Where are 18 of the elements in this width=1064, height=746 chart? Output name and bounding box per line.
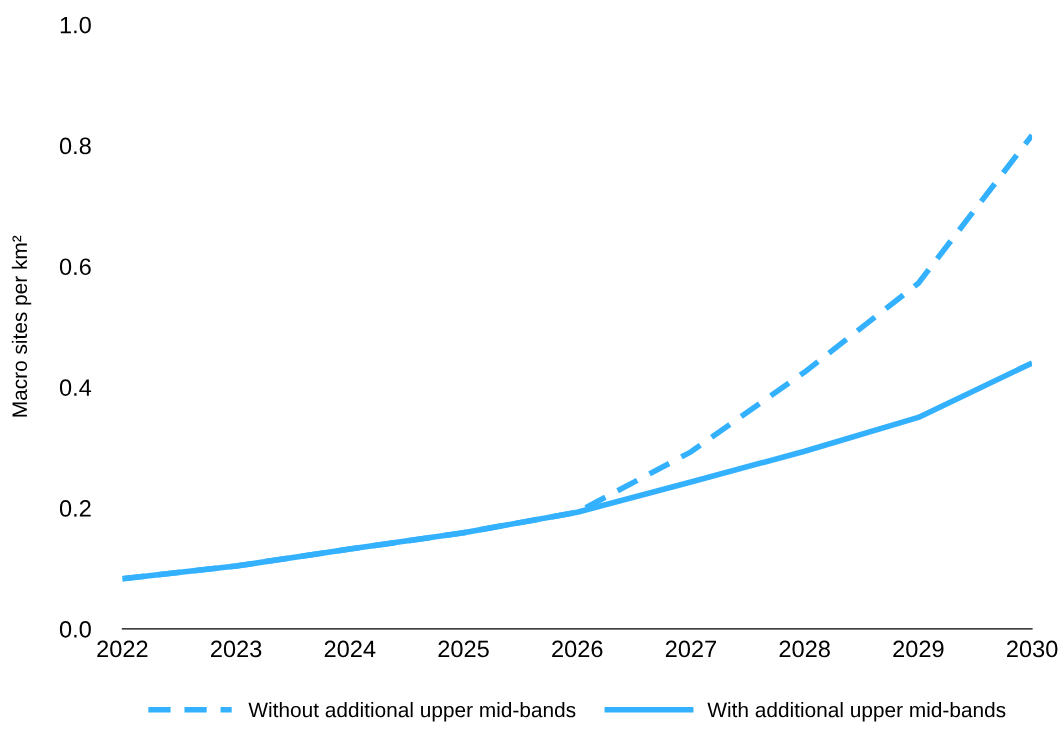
x-tick-label: 2028 [779, 640, 830, 658]
y-axis-title: Macro sites per km² [11, 235, 32, 417]
y-tick-label: 0.6 [59, 258, 91, 276]
x-tick-label: 2027 [665, 640, 717, 658]
legend-label: Without additional upper mid-bands [248, 702, 576, 722]
y-tick-label: 0.2 [59, 500, 91, 517]
x-tick-label: 2023 [211, 640, 262, 658]
y-tick-label: 0.4 [59, 379, 92, 396]
y-tick-label: 0.0 [59, 620, 91, 638]
x-tick-label: 2030 [1007, 640, 1058, 658]
legend-label: With additional upper mid-bands [707, 702, 1006, 722]
y-tick-label: 0.8 [59, 137, 91, 155]
x-tick-label: 2022 [97, 640, 148, 658]
y-tick-label: 1.0 [60, 16, 91, 34]
x-tick-label: 2026 [552, 640, 603, 658]
x-tick-label: 2029 [893, 640, 944, 658]
x-tick-label: 2025 [438, 640, 489, 658]
x-tick-label: 2024 [324, 640, 376, 658]
